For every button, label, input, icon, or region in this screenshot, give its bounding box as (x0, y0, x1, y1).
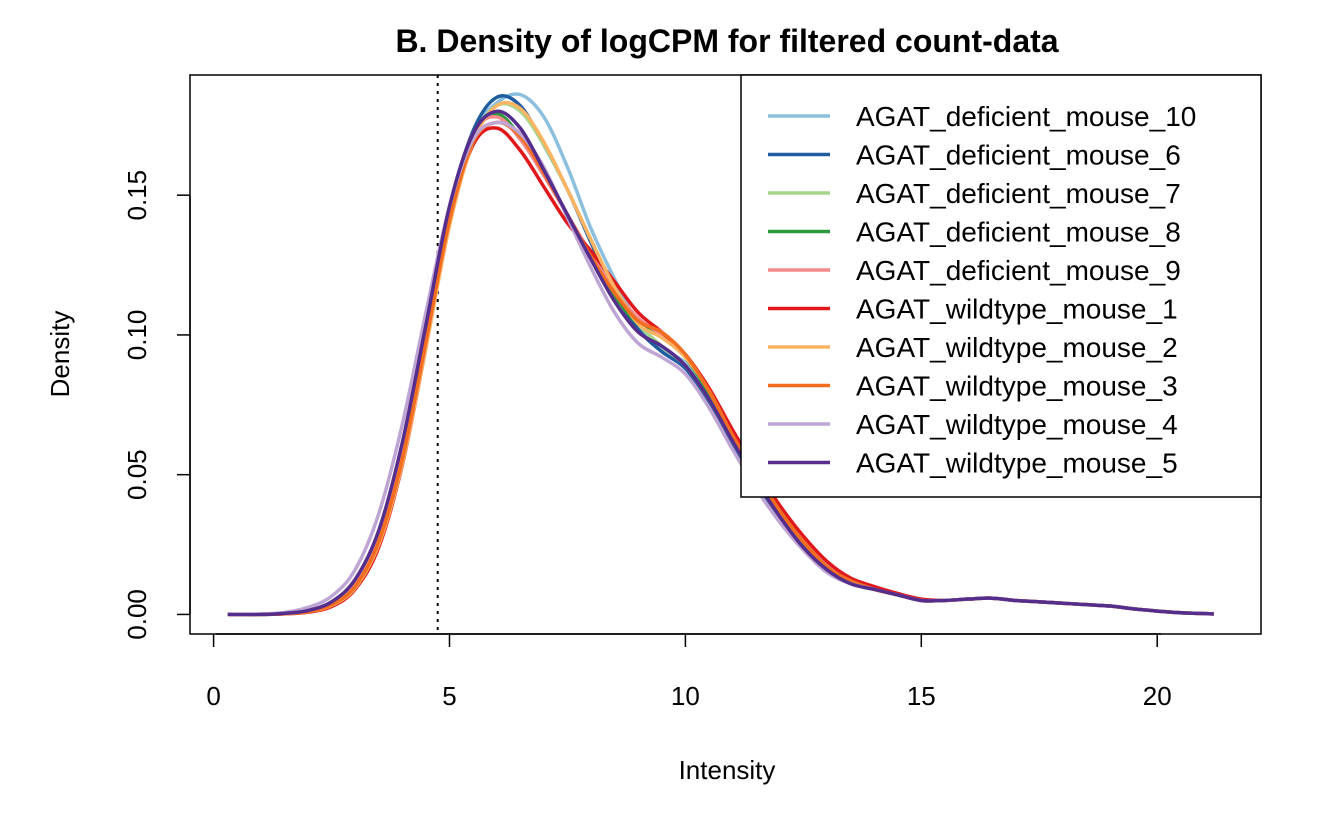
x-tick-label: 0 (206, 681, 220, 711)
y-tick-label: 0.00 (122, 589, 152, 640)
y-tick-label: 0.10 (122, 310, 152, 361)
x-tick-label: 15 (907, 681, 936, 711)
legend-label: AGAT_deficient_mouse_9 (856, 255, 1181, 286)
y-tick-label: 0.15 (122, 170, 152, 221)
legend-label: AGAT_wildtype_mouse_1 (856, 294, 1178, 325)
x-tick-label: 5 (442, 681, 456, 711)
legend-label: AGAT_deficient_mouse_7 (856, 178, 1181, 209)
series-line-AGAT_wildtype_mouse_5 (227, 109, 1214, 617)
legend-label: AGAT_wildtype_mouse_2 (856, 332, 1178, 363)
legend-label: AGAT_wildtype_mouse_3 (856, 371, 1178, 402)
x-axis-label: Intensity (679, 755, 776, 785)
series-layer (227, 92, 1214, 617)
x-axis: 0 5 10 15 20 (206, 633, 1172, 711)
legend-label: AGAT_deficient_mouse_10 (856, 101, 1196, 132)
y-axis-label: Density (45, 311, 75, 398)
x-tick-label: 10 (671, 681, 700, 711)
legend-label: AGAT_deficient_mouse_6 (856, 140, 1181, 171)
plot-area (189, 74, 1262, 635)
y-axis: 0.00 0.05 0.10 0.15 (122, 170, 191, 640)
legend-box (740, 74, 1262, 498)
legend-label: AGAT_wildtype_mouse_4 (856, 409, 1178, 440)
y-tick-label: 0.05 (122, 449, 152, 500)
legend-label: AGAT_deficient_mouse_8 (856, 217, 1181, 248)
chart-title: B. Density of logCPM for filtered count-… (395, 23, 1058, 59)
legend-label: AGAT_wildtype_mouse_5 (856, 448, 1178, 479)
x-tick-label: 20 (1143, 681, 1172, 711)
legend: AGAT_deficient_mouse_10 AGAT_deficient_mo… (740, 74, 1262, 498)
